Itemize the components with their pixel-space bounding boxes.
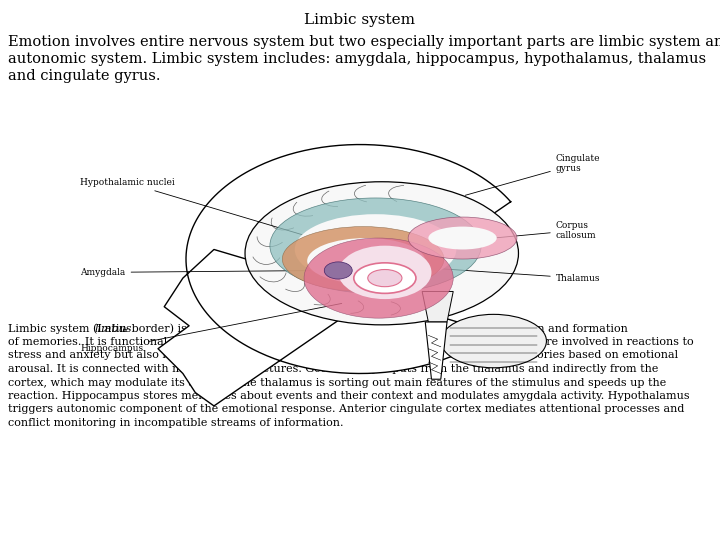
Polygon shape (422, 292, 453, 322)
Ellipse shape (282, 227, 444, 292)
Text: Amygdala: Amygdala (81, 268, 323, 277)
Text: of memories. It is functional rather than anatomical concept. Amygdala is an imp: of memories. It is functional rather tha… (8, 337, 693, 347)
Text: Thalamus: Thalamus (441, 269, 600, 282)
Circle shape (324, 262, 352, 279)
Ellipse shape (368, 269, 402, 287)
Text: autonomic system. Limbic system includes: amygdala, hippocampus, hypothalamus, t: autonomic system. Limbic system includes… (8, 52, 706, 66)
Text: Cingulate
gyrus: Cingulate gyrus (465, 154, 600, 195)
Text: Hypothalamic nuclei: Hypothalamic nuclei (81, 178, 311, 237)
Text: stress and anxiety but also in mediating positive emotions. It also modulates st: stress and anxiety but also in mediating… (8, 350, 678, 361)
Ellipse shape (307, 238, 426, 284)
Ellipse shape (354, 263, 416, 293)
Text: limbus: limbus (94, 323, 132, 334)
Ellipse shape (304, 238, 453, 318)
Ellipse shape (428, 227, 497, 249)
Text: Limbic system (Latin: Limbic system (Latin (8, 323, 130, 334)
Ellipse shape (441, 314, 546, 368)
Ellipse shape (270, 198, 481, 293)
Text: conflict monitoring in incompatible streams of information.: conflict monitoring in incompatible stre… (8, 418, 343, 428)
Text: Emotion involves entire nervous system but two especially important parts are li: Emotion involves entire nervous system b… (8, 35, 720, 49)
Text: arousal. It is connected with many brain structures. Gets sensory inputs from th: arousal. It is connected with many brain… (8, 364, 658, 374)
Text: Corpus
callosum: Corpus callosum (496, 221, 596, 240)
Text: reaction. Hippocampus stores memories about events and their context and modulat: reaction. Hippocampus stores memories ab… (8, 391, 690, 401)
Ellipse shape (294, 214, 456, 285)
Text: – border) is a set of cortical and subcortical structures involved in emotion an: – border) is a set of cortical and subco… (120, 323, 628, 334)
Text: Hippocampus: Hippocampus (81, 303, 342, 353)
Polygon shape (426, 322, 447, 379)
Text: triggers autonomic component of the emotional response. Anterior cingulate corte: triggers autonomic component of the emot… (8, 404, 685, 415)
Text: and cingulate gyrus.: and cingulate gyrus. (8, 69, 161, 83)
Ellipse shape (338, 246, 431, 299)
Ellipse shape (408, 217, 517, 259)
Text: cortex, which may modulate its activity. The thalamus is sorting out main featur: cortex, which may modulate its activity.… (8, 377, 666, 388)
Text: Limbic system: Limbic system (305, 13, 415, 27)
Polygon shape (158, 145, 510, 406)
Ellipse shape (245, 182, 518, 325)
